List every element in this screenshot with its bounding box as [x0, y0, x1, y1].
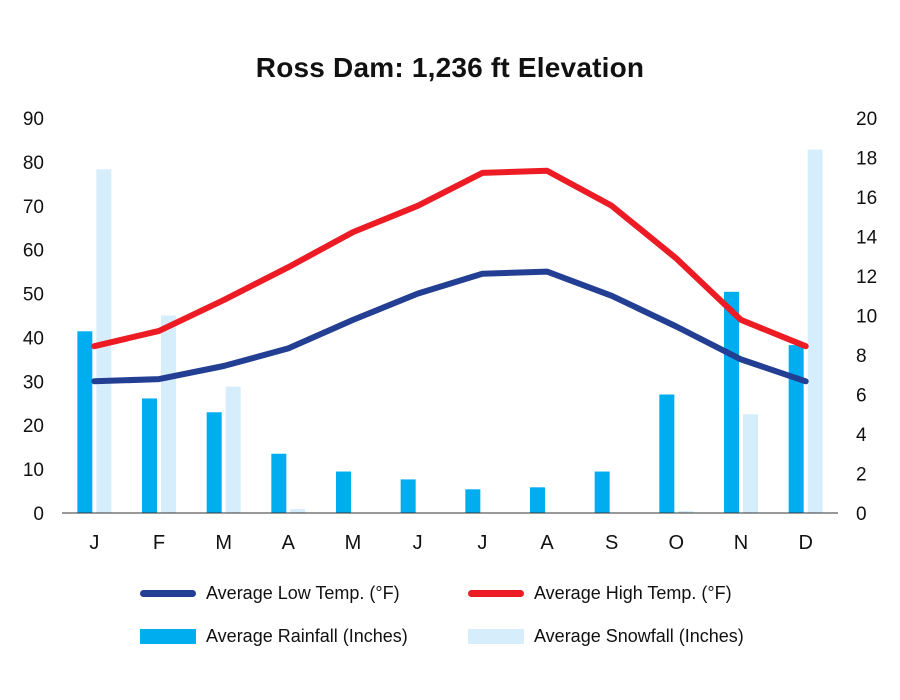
legend-item-low-temp: Average Low Temp. (°F) [140, 583, 400, 604]
legend-label-low-temp: Average Low Temp. (°F) [206, 583, 400, 603]
y-left-tick-label: 50 [23, 285, 44, 306]
legend-swatch-high-temp [468, 590, 524, 597]
y-left-tick-label: 40 [23, 328, 44, 349]
x-tick-label: M [215, 532, 232, 554]
rainfall-bar [594, 471, 610, 513]
legend-label-rainfall: Average Rainfall (Inches) [206, 626, 408, 646]
rainfall-bar [206, 412, 222, 513]
rainfall-bar [659, 394, 675, 513]
y-left-tick-label: 60 [23, 241, 44, 262]
x-tick-label: J [477, 532, 487, 554]
legend-label-high-temp: Average High Temp. (°F) [534, 583, 732, 603]
legend-swatch-snowfall [468, 629, 524, 644]
rainfall-bar [400, 479, 416, 513]
y-right-tick-label: 6 [856, 386, 867, 407]
chart-title: Ross Dam: 1,236 ft Elevation [255, 52, 645, 83]
rainfall-bar [724, 291, 739, 513]
snowfall-bar [161, 315, 176, 513]
legend: Average Low Temp. (°F) Average High Temp… [0, 570, 900, 670]
y-right-tick-label: 18 [856, 149, 877, 170]
rainfall-bar [530, 487, 545, 513]
legend-swatch-rainfall [140, 629, 196, 644]
y-left-tick-label: 10 [23, 460, 44, 481]
y-right-tick-label: 12 [856, 267, 877, 288]
x-tick-label: D [798, 532, 812, 554]
x-tick-label: A [540, 532, 554, 554]
y-right-tick-label: 10 [856, 307, 877, 328]
low-temp-line [91, 268, 809, 385]
y-left-tick-label: 90 [23, 109, 44, 130]
snowfall-bar [290, 509, 306, 513]
y-left-tick-label: 30 [23, 372, 44, 393]
snowfall-bar [225, 386, 241, 513]
x-tick-label: N [734, 532, 748, 554]
x-tick-label: M [345, 532, 362, 554]
y-right-tick-label: 20 [856, 109, 877, 130]
y-left-tick-label: 0 [33, 504, 44, 525]
y-left-tick-label: 80 [23, 153, 44, 174]
legend-swatch-low-temp [140, 590, 196, 597]
y-left-tick-label: 70 [23, 197, 44, 218]
legend-item-snowfall: Average Snowfall (Inches) [468, 626, 744, 647]
legend-item-high-temp: Average High Temp. (°F) [468, 583, 732, 604]
snowfall-bar [743, 414, 758, 513]
high-temp-line [91, 167, 809, 350]
y-right-tick-label: 2 [856, 465, 867, 486]
y-right-tick-label: 16 [856, 188, 877, 209]
legend-item-rainfall: Average Rainfall (Inches) [140, 626, 408, 647]
rainfall-bar [142, 398, 157, 513]
y-right-tick-label: 0 [856, 504, 867, 525]
y-right-tick-label: 4 [856, 425, 867, 446]
x-tick-label: J [413, 532, 423, 554]
rainfall-bar [77, 331, 93, 513]
rainfall-bar [336, 471, 351, 513]
rainfall-bar [465, 489, 481, 513]
x-tick-label: J [89, 532, 99, 554]
x-tick-label: S [605, 532, 618, 554]
x-tick-label: F [153, 532, 165, 554]
y-right-tick-label: 8 [856, 346, 867, 367]
legend-label-snowfall: Average Snowfall (Inches) [534, 626, 744, 646]
x-tick-label: A [282, 532, 296, 554]
y-right-tick-label: 14 [856, 228, 878, 249]
chart-area: 0 10 20 30 40 50 60 70 80 90 0 2 4 6 8 10 12 14 16 18 20 J F M A… [23, 109, 878, 554]
snowfall-bar [807, 149, 823, 513]
y-left-tick-label: 20 [23, 416, 44, 437]
rainfall-bar [271, 453, 287, 513]
snowfall-bar [678, 511, 694, 513]
rainfall-bar [788, 345, 804, 513]
x-tick-label: O [669, 532, 685, 554]
